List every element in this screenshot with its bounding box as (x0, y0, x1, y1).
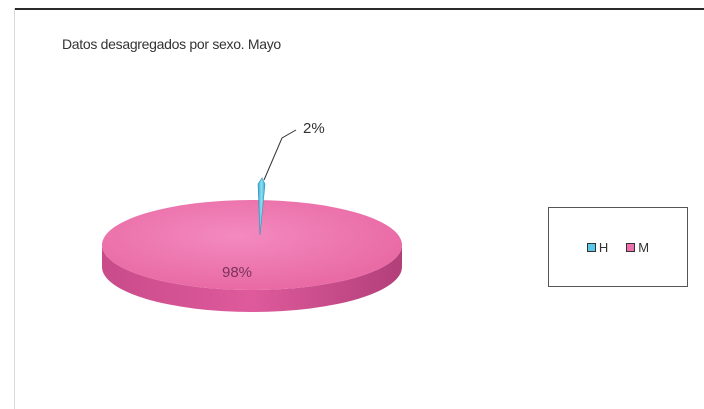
pie-side (102, 245, 402, 312)
legend-item-h: H (586, 239, 609, 255)
legend-label-h: H (598, 239, 609, 255)
legend-label-m: M (638, 239, 650, 255)
legend-swatch-m (626, 242, 636, 252)
pie-slice-h (257, 177, 266, 236)
chart-title: Datos desagregados por sexo. Mayo (62, 36, 281, 52)
data-label-m: 98% (222, 264, 252, 281)
top-border (14, 8, 704, 10)
legend-swatch-h (586, 242, 596, 252)
pie-slice-m (102, 200, 402, 290)
legend-item-m: M (626, 240, 649, 255)
leader-line-h (263, 129, 297, 181)
left-border (14, 8, 15, 409)
legend: H M (548, 207, 688, 287)
data-label-h: 2% (303, 120, 325, 137)
